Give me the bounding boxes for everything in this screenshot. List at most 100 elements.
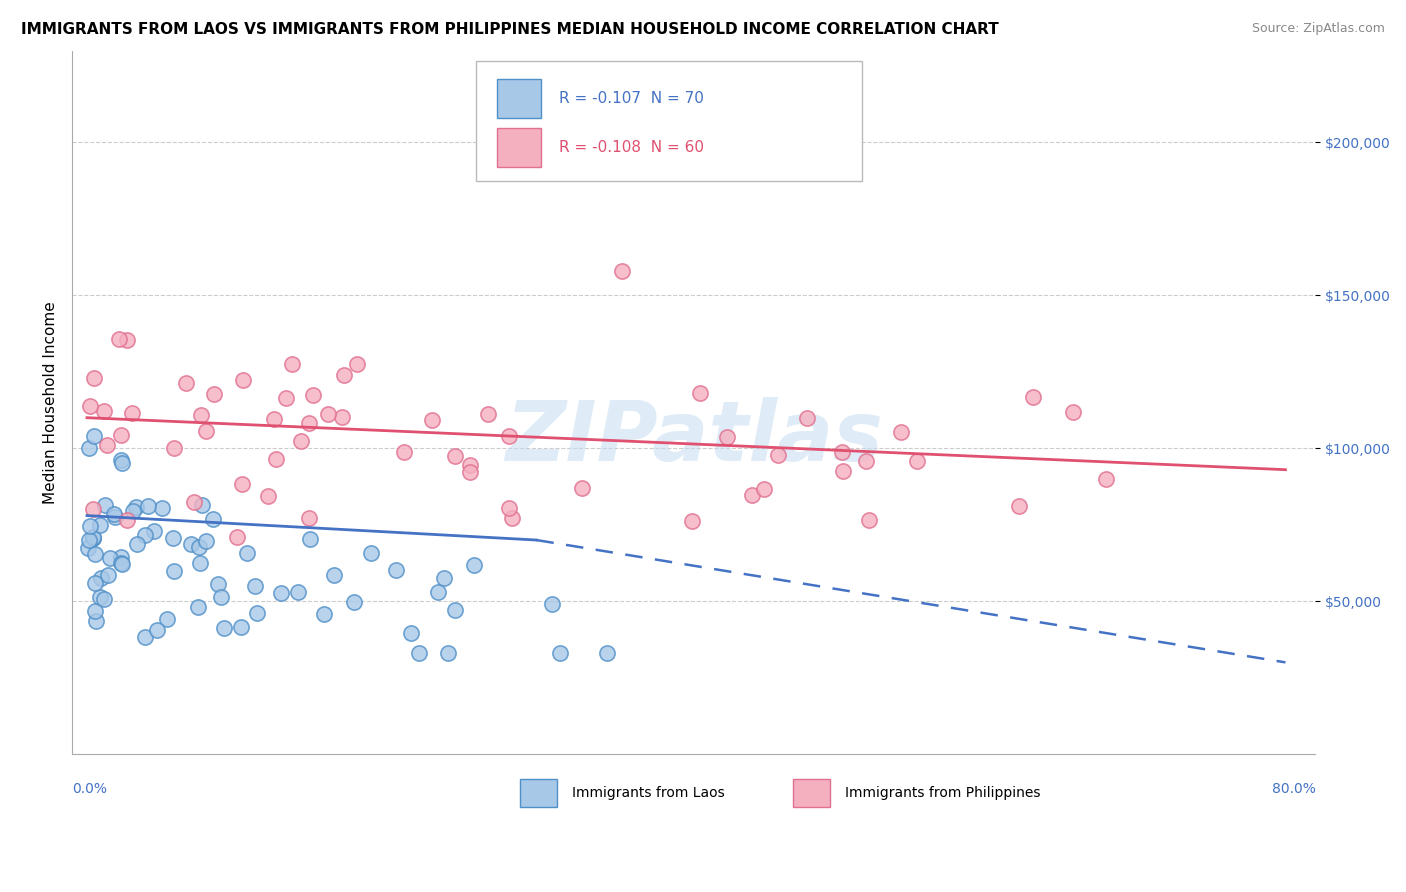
Point [681,514,703,528]
Point [98,550,121,565]
Point [115,333,138,347]
Point [89,518,111,533]
Point [226,529,249,543]
Text: ZIPatlas: ZIPatlas [505,397,883,478]
Point [316,407,339,421]
Point [392,444,415,458]
Point [243,579,266,593]
Point [463,558,485,573]
Point [77,533,100,547]
Point [191,498,214,512]
Point [855,453,877,467]
Point [257,489,280,503]
Point [323,568,346,582]
Point [194,424,217,438]
Text: R = -0.108  N = 60: R = -0.108 N = 60 [560,140,704,155]
Point [202,387,225,401]
Point [766,448,789,462]
Point [162,531,184,545]
Point [796,411,818,425]
Point [343,595,366,609]
Point [180,537,202,551]
Point [541,597,564,611]
Point [110,557,132,571]
Point [287,585,309,599]
Point [163,564,186,578]
Point [84,614,107,628]
Point [134,528,156,542]
Point [433,571,456,585]
Point [183,495,205,509]
Point [298,532,321,546]
Point [290,434,312,449]
Point [90,571,112,585]
Point [443,449,465,463]
Y-axis label: Median Household Income: Median Household Income [44,301,58,504]
Point [832,464,855,478]
Text: R = -0.107  N = 70: R = -0.107 N = 70 [560,91,704,106]
Point [79,399,101,413]
Point [190,408,212,422]
Bar [498,78,541,118]
Point [111,456,134,470]
Point [501,511,523,525]
Point [360,546,382,560]
Point [905,453,928,467]
Point [93,404,115,418]
Point [83,547,105,561]
Point [298,511,321,525]
Point [174,376,197,391]
Point [571,481,593,495]
Point [83,429,105,443]
Point [125,500,148,514]
Point [83,604,105,618]
Point [443,603,465,617]
Text: Immigrants from Laos: Immigrants from Laos [572,786,724,800]
Point [426,584,449,599]
Point [408,646,430,660]
Bar [793,779,831,807]
Point [477,407,499,421]
Point [77,541,100,555]
Text: Source: ZipAtlas.com: Source: ZipAtlas.com [1251,22,1385,36]
Point [1094,472,1116,486]
Point [97,568,120,582]
Point [150,500,173,515]
Point [231,477,253,491]
Point [399,626,422,640]
Text: 0.0%: 0.0% [72,782,107,797]
Point [93,592,115,607]
Point [110,550,132,565]
Point [890,425,912,439]
Point [330,410,353,425]
Point [93,498,115,512]
Point [202,512,225,526]
Point [246,606,269,620]
Point [689,385,711,400]
Point [138,499,160,513]
Point [82,501,104,516]
Point [460,465,482,479]
Point [548,646,571,660]
Point [298,416,321,430]
Point [82,531,104,545]
Point [596,646,619,660]
Point [125,537,148,551]
Point [831,445,853,459]
Point [146,624,169,638]
Point [385,563,408,577]
Point [281,357,304,371]
Point [437,646,460,660]
Point [498,429,520,443]
Point [333,368,356,383]
Point [301,388,323,402]
Point [1022,390,1045,404]
Point [84,576,107,591]
Point [110,427,132,442]
Point [266,452,288,467]
Point [121,406,143,420]
Point [1062,405,1084,419]
Point [187,600,209,615]
Point [77,441,100,455]
Point [498,501,520,516]
